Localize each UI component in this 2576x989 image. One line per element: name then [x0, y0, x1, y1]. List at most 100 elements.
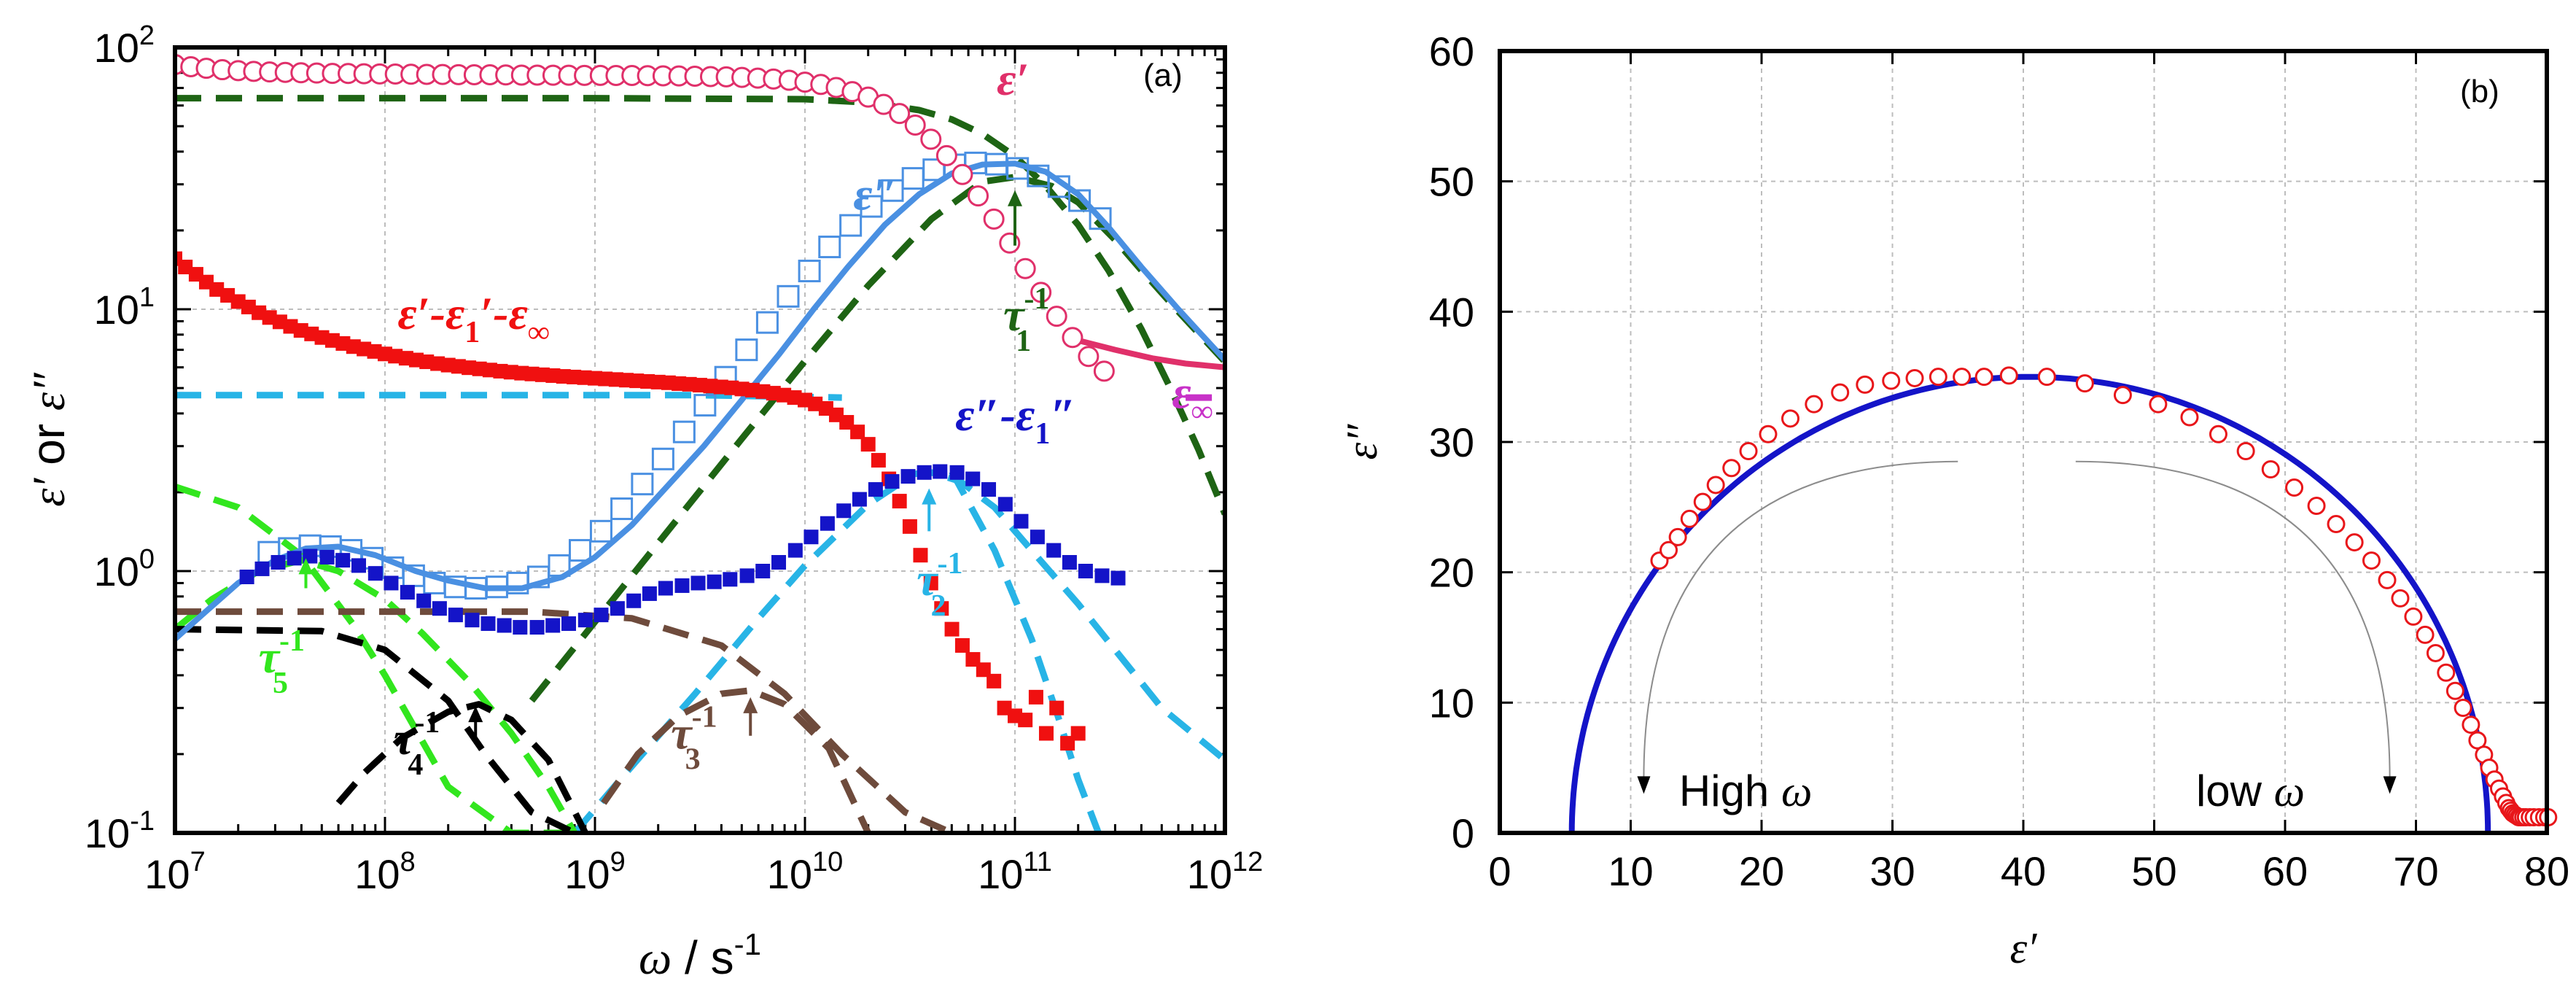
x-tick-label: 80: [2524, 848, 2569, 894]
y-tick-label: 101: [94, 282, 155, 333]
data-point: [610, 601, 625, 616]
data-point: [1014, 257, 1036, 279]
label-part: 10: [1187, 851, 1232, 897]
data-point: [2180, 408, 2199, 427]
data-point: [850, 424, 865, 440]
data-point: [949, 465, 965, 480]
panel-label-b: (b): [2460, 74, 2499, 109]
data-point: [1030, 530, 1045, 545]
label-part: 9: [610, 847, 626, 877]
data-point: [2236, 442, 2255, 461]
data-point: [952, 163, 973, 185]
series-line: [175, 626, 577, 833]
data-point: [2362, 551, 2381, 570]
x-tick-label: 40: [2001, 848, 2046, 894]
label-part: High: [1679, 767, 1781, 815]
arrow-curve: [1643, 460, 1958, 778]
annotation-eps-prime: ε′: [997, 53, 1029, 105]
data-point: [860, 437, 876, 452]
label-part: 10: [564, 851, 610, 897]
data-point: [693, 394, 717, 417]
data-point: [1739, 442, 1758, 461]
data-point: [271, 555, 286, 570]
data-point: [1680, 509, 1699, 528]
series-1: [175, 251, 1086, 751]
label-part: ′-ε: [480, 287, 528, 339]
label-part: 1: [139, 282, 155, 313]
data-point: [1078, 346, 1100, 368]
data-point: [981, 482, 997, 497]
data-point: [529, 620, 545, 635]
data-point: [1068, 189, 1092, 212]
y-tick-label: 30: [1429, 419, 1474, 465]
arrow: [298, 558, 314, 589]
data-point: [873, 93, 895, 115]
label-part: -1: [692, 700, 717, 734]
annotations-b: High ω low ω: [1637, 460, 2397, 815]
data-point: [239, 569, 254, 584]
y-tick-label: 0: [1452, 810, 1474, 856]
data-point: [1693, 492, 1712, 511]
data-point: [2462, 715, 2480, 734]
arrow-head: [298, 558, 314, 575]
data-point: [917, 465, 932, 480]
data-point: [1078, 564, 1093, 578]
data-point: [1999, 366, 2018, 385]
annotation-eps-inf: ε∞: [1172, 366, 1213, 428]
data-point: [2113, 386, 2132, 405]
arrow: [468, 706, 483, 737]
arrow: [922, 488, 937, 532]
data-point: [2416, 625, 2435, 644]
data-point: [2149, 395, 2168, 414]
data-point: [2437, 663, 2456, 682]
data-point: [1070, 726, 1086, 741]
data-point: [2391, 589, 2410, 608]
data-point: [448, 608, 463, 623]
label-part: 12: [1232, 847, 1263, 877]
label-part: ∞: [528, 316, 550, 349]
data-point: [287, 551, 302, 566]
data-point: [1093, 360, 1115, 382]
annotations-a: ε′ε″τ-1 1ε′-ε1′-ε∞ε″-ε1″τ-1 2τ-1 5τ-1 4τ-1 3ε…: [259, 53, 1213, 782]
data-point: [464, 613, 480, 628]
data-point: [902, 519, 917, 534]
series-line: [335, 701, 588, 833]
data-point: [1110, 570, 1126, 586]
data-point: [892, 494, 907, 509]
data-point: [1047, 175, 1070, 198]
label-part: 2: [139, 20, 155, 51]
label-part: 10: [94, 287, 139, 333]
data-point: [416, 593, 432, 608]
data-point: [965, 471, 981, 486]
data-point: [798, 260, 821, 283]
series-line: [601, 687, 871, 833]
annotation-tau5: τ-1 5: [259, 624, 305, 700]
label-part: -1: [937, 547, 962, 581]
data-point: [777, 284, 800, 308]
data-point: [690, 575, 706, 591]
data-point: [400, 585, 415, 600]
series-4: [175, 626, 577, 833]
data-point: [351, 558, 367, 573]
series-line: [1077, 337, 1225, 371]
data-point: [923, 575, 938, 591]
x-tick-label: 60: [2262, 848, 2308, 894]
data-point: [889, 103, 911, 125]
data-point: [954, 637, 970, 653]
data-point: [610, 497, 634, 521]
label-part: 10: [812, 847, 843, 877]
data-point: [569, 539, 592, 562]
data-point: [642, 586, 657, 601]
series-3: [175, 608, 954, 833]
data-point: [2327, 515, 2346, 534]
data-point: [935, 144, 957, 166]
data-point: [1089, 207, 1112, 230]
label-part: 10: [144, 851, 190, 897]
data-point: [771, 555, 787, 570]
data-point: [335, 553, 351, 568]
data-point: [2454, 698, 2472, 717]
high-omega-arrow: [1637, 460, 1958, 794]
data-point: [818, 236, 841, 259]
